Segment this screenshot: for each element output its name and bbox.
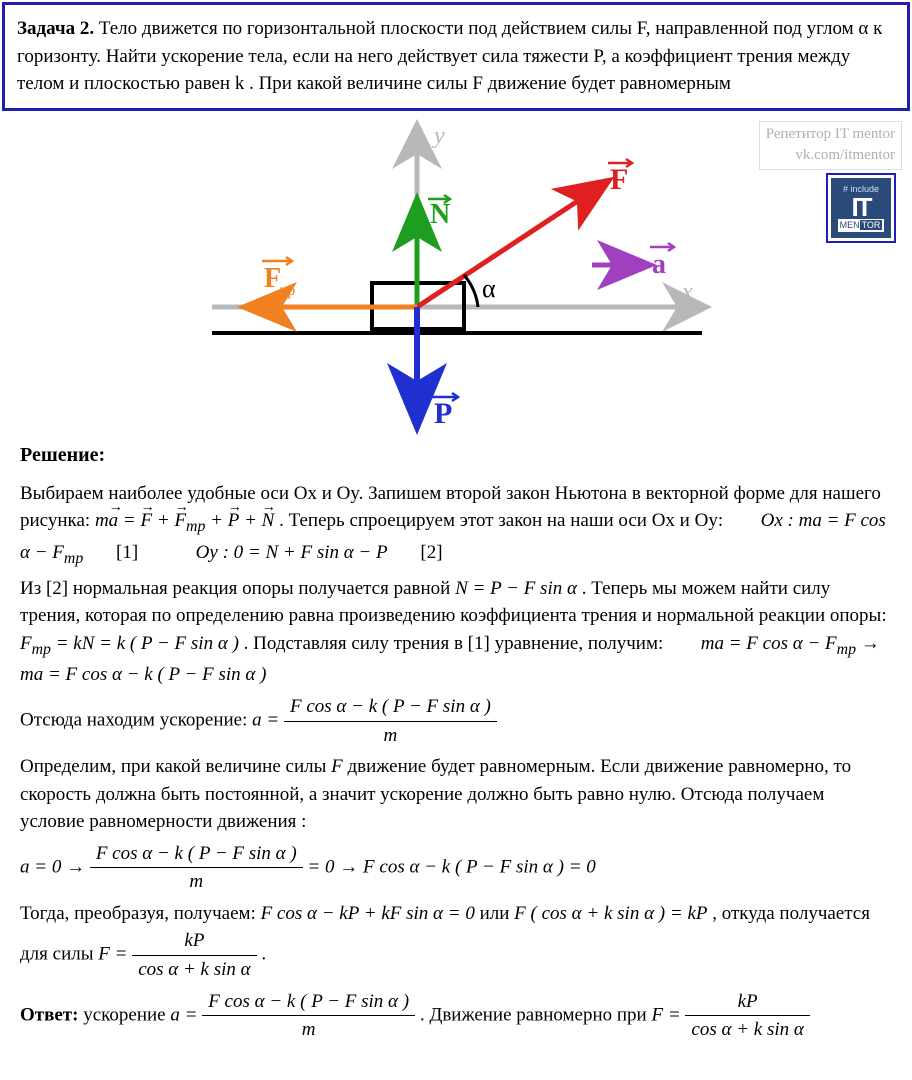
solution-body: Выбираем наиболее удобные оси Ox и Oy. З… xyxy=(2,480,910,1044)
svg-text:F: F xyxy=(264,263,281,294)
para-5: Тогда, преобразуя, получаем: F cos α − k… xyxy=(20,900,892,984)
problem-statement: Задача 2. Тело движется по горизонтально… xyxy=(2,2,910,111)
svg-text:α: α xyxy=(482,274,496,303)
solution-title: Решение: xyxy=(20,441,910,470)
logo: # include IT MENTOR xyxy=(826,173,896,243)
svg-text:x: x xyxy=(681,279,693,305)
fraction-acceleration: F cos α − k ( P − F sin α ) m xyxy=(284,693,497,749)
problem-text: Задача 2. Тело движется по горизонтально… xyxy=(17,15,895,98)
svg-text:P: P xyxy=(434,397,452,430)
fraction-force: kP cos α + k sin α xyxy=(132,927,256,983)
para-3: Отсюда находим ускорение: a = F cos α − … xyxy=(20,693,892,749)
watermark: Репетитор IT mentor vk.com/itmentor xyxy=(759,121,902,171)
problem-title: Задача 2. xyxy=(17,18,94,39)
svg-text:y: y xyxy=(432,123,445,149)
svg-text:F: F xyxy=(610,163,628,196)
diagram-area: Репетитор IT mentor vk.com/itmentor # in… xyxy=(2,117,910,437)
para-1: Выбираем наиболее удобные оси Ox и Oy. З… xyxy=(20,480,892,571)
para-2: Из [2] нормальная реакция опоры получает… xyxy=(20,575,892,689)
angle-arc xyxy=(464,275,478,307)
svg-text:N: N xyxy=(430,199,450,230)
answer: Ответ: ускорение a = F cos α − k ( P − F… xyxy=(20,988,892,1044)
force-diagram: y x N F α F тр P a xyxy=(182,117,732,437)
svg-text:тр: тр xyxy=(280,282,295,299)
para-4: Определим, при какой величине силы F дви… xyxy=(20,753,892,836)
svg-text:a: a xyxy=(652,249,666,280)
uniform-condition: a = 0 → F cos α − k ( P − F sin α ) m = … xyxy=(20,840,892,896)
